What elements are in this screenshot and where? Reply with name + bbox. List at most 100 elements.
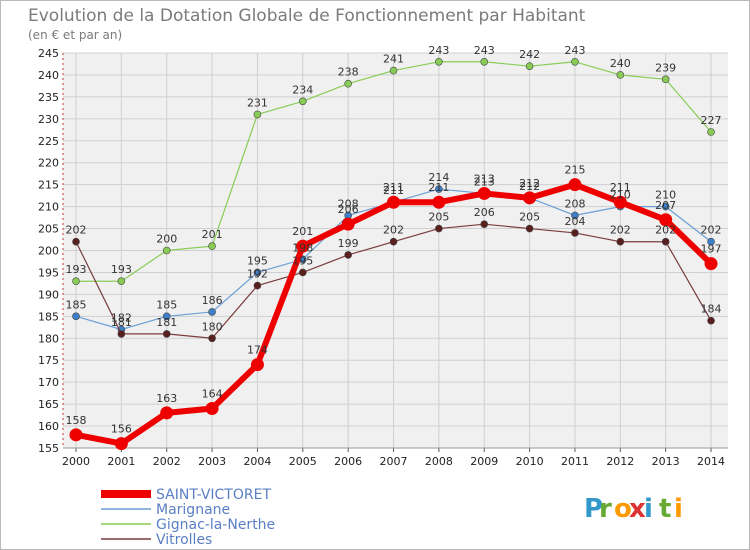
data-label-marignane-2012: 210 [610,189,631,202]
point-saint-victoret-2007 [387,195,401,209]
point-vitrolles-2005 [298,268,307,277]
data-label-gignac-la-nerthe-2003: 201 [202,228,223,241]
proxiti-logo: Pr oxi t i [584,494,683,524]
data-label-gignac-la-nerthe-2007: 241 [383,53,404,66]
point-vitrolles-2014 [707,316,715,325]
data-label-saint-victoret-2003: 164 [202,388,223,401]
point-gignac-la-nerthe-2003 [208,242,216,250]
data-label-saint-victoret-2014: 197 [701,243,722,256]
x-tick-label-2001: 2001 [107,455,135,468]
y-tick-label-240: 240 [38,69,59,82]
data-label-vitrolles-2010: 205 [519,211,540,224]
point-gignac-la-nerthe-2002 [162,246,171,255]
x-tick-label-2012: 2012 [606,455,634,468]
data-label-gignac-la-nerthe-2012: 240 [610,57,631,70]
y-tick-label-235: 235 [38,91,59,104]
data-label-gignac-la-nerthe-2005: 234 [292,83,313,96]
legend-label-marignane: Marignane [156,502,230,518]
y-tick-label-180: 180 [38,332,59,345]
data-label-gignac-la-nerthe-2000: 193 [66,263,87,276]
data-label-vitrolles-2013: 202 [655,224,676,237]
data-label-vitrolles-2007: 202 [383,224,404,237]
point-marignane-2000 [72,312,80,321]
y-tick-label-195: 195 [38,266,59,279]
point-vitrolles-2002 [162,330,171,338]
x-tick-label-2006: 2006 [334,455,362,468]
point-marignane-2003 [208,308,216,316]
point-saint-victoret-2013 [659,213,673,227]
point-vitrolles-2008 [435,224,443,233]
data-label-vitrolles-2003: 180 [202,320,223,333]
x-tick-label-2014: 2014 [697,455,725,468]
point-gignac-la-nerthe-2008 [435,57,443,66]
data-label-saint-victoret-2011: 215 [564,164,585,177]
x-tick-label-2007: 2007 [380,455,408,468]
point-gignac-la-nerthe-2004 [253,110,262,119]
point-saint-victoret-2006 [341,217,355,231]
point-gignac-la-nerthe-2007 [389,66,398,75]
data-label-gignac-la-nerthe-2013: 239 [655,61,676,74]
data-label-marignane-2004: 195 [247,254,268,267]
point-saint-victoret-2011 [568,178,582,192]
point-vitrolles-2004 [253,281,262,290]
data-label-vitrolles-2005: 195 [292,254,313,267]
data-label-gignac-la-nerthe-2011: 243 [564,44,585,57]
x-tick-label-2011: 2011 [561,455,589,468]
y-tick-label-170: 170 [38,376,59,389]
data-label-marignane-2001: 182 [111,312,132,325]
data-label-vitrolles-2006: 199 [338,237,359,250]
data-label-marignane-2014: 202 [701,224,722,237]
y-tick-label-175: 175 [38,354,59,367]
data-label-gignac-la-nerthe-2009: 243 [474,44,495,57]
y-tick-label-185: 185 [38,310,59,323]
legend: SAINT-VICTORETMarignaneGignac-la-NertheV… [101,487,275,548]
point-marignane-2008 [435,185,443,193]
data-label-marignane-2013: 210 [655,189,676,202]
y-tick-label-215: 215 [38,179,59,192]
y-tick-label-155: 155 [38,442,59,455]
point-gignac-la-nerthe-2013 [661,75,670,84]
data-label-marignane-2006: 208 [338,197,359,210]
point-vitrolles-2003 [208,334,216,343]
point-saint-victoret-2003 [205,402,219,415]
point-marignane-2013 [661,202,670,211]
data-labels: 193 193 200 201 231 234 238 241 243 243 242 243 240 2… [66,44,722,436]
point-vitrolles-2000 [72,237,80,246]
x-tick-label-2010: 2010 [516,455,544,468]
point-saint-victoret-2010 [523,191,537,205]
chart-subtitle: (en € et par an) [28,28,122,42]
data-label-vitrolles-2012: 202 [610,224,631,237]
point-saint-victoret-2014 [704,257,718,271]
series-lines [69,57,718,451]
point-vitrolles-2001 [117,330,126,338]
point-gignac-la-nerthe-2010 [525,62,534,70]
point-vitrolles-2007 [389,237,398,246]
logo-letter-1: r [599,494,612,524]
point-vitrolles-2009 [480,220,489,228]
point-saint-victoret-2012 [613,195,627,209]
y-tick-label-245: 245 [38,47,59,60]
point-vitrolles-2011 [571,229,579,237]
point-gignac-la-nerthe-2014 [707,128,715,136]
data-label-saint-victoret-2002: 163 [156,392,177,405]
data-label-marignane-2009: 213 [474,175,495,188]
point-saint-victoret-2000 [69,428,83,442]
data-label-marignane-2002: 185 [156,298,177,311]
chart-title: Evolution de la Dotation Globale de Fonc… [28,6,586,26]
y-tick-label-230: 230 [38,113,59,126]
y-tick-label-200: 200 [38,245,59,258]
point-vitrolles-2013 [661,237,670,246]
point-gignac-la-nerthe-2005 [298,97,307,106]
logo-letter-0: P [584,494,603,524]
data-label-marignane-2003: 186 [202,294,223,307]
logo-letter-6: i [674,494,683,524]
data-label-saint-victoret-2004: 174 [247,344,268,357]
data-label-vitrolles-2004: 192 [247,268,268,281]
data-label-gignac-la-nerthe-2002: 200 [156,233,177,246]
x-tick-label-2002: 2002 [153,455,181,468]
point-vitrolles-2006 [344,251,352,259]
data-label-vitrolles-2000: 202 [66,224,87,237]
data-label-vitrolles-2002: 181 [156,316,177,329]
logo-letter-3: x [629,494,646,524]
y-tick-label-225: 225 [38,135,59,148]
